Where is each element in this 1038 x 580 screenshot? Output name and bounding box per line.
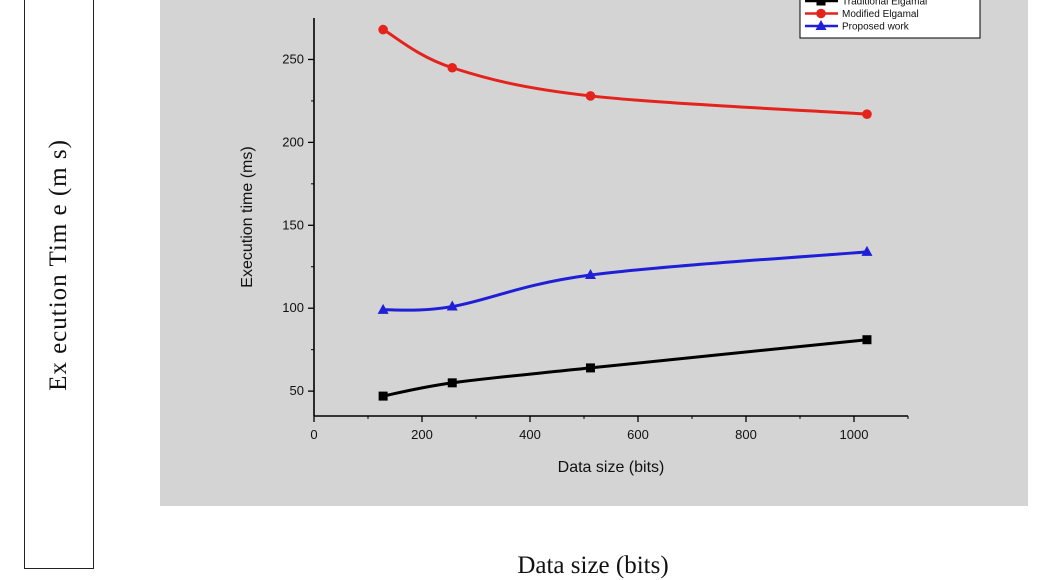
x-tick-label: 200: [411, 427, 433, 442]
legend-marker: [815, 20, 827, 30]
series-2: [377, 245, 873, 314]
data-point: [585, 91, 596, 101]
legend-label: Modified Elgamal: [842, 9, 919, 20]
legend-marker: [816, 8, 826, 19]
legend-box: [799, 0, 981, 39]
x-tick-label: 800: [735, 427, 757, 442]
data-point: [378, 391, 388, 401]
legend-marker: [816, 0, 826, 6]
y-tick-label: 150: [282, 217, 304, 232]
y-tick-label: 50: [290, 383, 304, 398]
series-line: [382, 338, 868, 398]
data-point: [447, 378, 457, 388]
series-line: [383, 250, 868, 312]
legend-item: Proposed work: [805, 20, 910, 33]
outer-frame: [24, 0, 94, 569]
data-point: [446, 300, 458, 311]
series-layer: [377, 24, 873, 401]
x-tick-label: 600: [627, 427, 649, 442]
series-line: [382, 28, 868, 116]
legend-item: Modified Elgamal: [805, 8, 919, 20]
data-point: [377, 303, 389, 314]
x-tick-label: 0: [310, 427, 317, 442]
legend-label: Proposed work: [842, 22, 910, 33]
data-point: [378, 24, 388, 35]
series-1: [378, 24, 872, 119]
y-tick-label: 250: [282, 51, 304, 66]
data-point: [585, 363, 595, 373]
y-tick-label: 200: [282, 134, 304, 149]
chart-panel: [160, 0, 1028, 506]
x-tick-label: 1000: [840, 427, 869, 442]
data-point: [862, 335, 872, 345]
legend-label: Traditional Elgamal: [842, 0, 927, 8]
data-point: [584, 269, 596, 280]
series-0: [378, 335, 872, 401]
y-axis-title: Execution time (ms): [239, 146, 256, 287]
legend-item: Traditional Elgamal: [805, 0, 927, 8]
data-point: [447, 62, 458, 73]
x-tick-label: 400: [519, 427, 541, 442]
axes: 50 100 150 200 250 0 200 400 600 800 1000: [282, 18, 909, 442]
data-point: [861, 245, 873, 256]
x-axis-title: Data size (bits): [558, 459, 665, 476]
data-point: [862, 109, 872, 119]
y-tick-label: 100: [282, 300, 304, 315]
outer-x-axis-label: Data size (bits): [517, 552, 669, 579]
